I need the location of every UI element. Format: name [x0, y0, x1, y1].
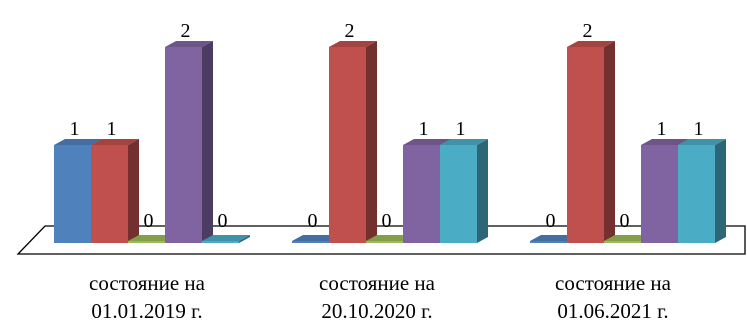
bar-front	[567, 47, 604, 243]
bar-front	[329, 47, 366, 243]
bar	[440, 139, 488, 243]
bar-top	[128, 235, 176, 241]
data-label: 1	[456, 118, 466, 140]
data-label: 1	[70, 118, 80, 140]
bar	[165, 41, 213, 243]
category-label: состояние на	[555, 271, 672, 295]
bar-top	[678, 139, 726, 145]
data-label: 0	[546, 210, 556, 232]
category-labels: состояние на 01.01.2019 г. состояние на 20.…	[89, 271, 672, 323]
data-label: 2	[345, 20, 355, 42]
bar-front	[530, 241, 567, 243]
bar-side	[366, 41, 377, 243]
category-label: 20.10.2020 г.	[321, 299, 432, 323]
bar	[202, 235, 250, 243]
bar-front	[128, 241, 165, 243]
bar-top	[366, 235, 414, 241]
bar-top	[530, 235, 578, 241]
bar-side	[604, 41, 615, 243]
bar-front	[604, 241, 641, 243]
bar-side	[202, 41, 213, 243]
bar-side	[715, 139, 726, 243]
category-label: 01.06.2021 г.	[557, 299, 668, 323]
bar-front	[292, 241, 329, 243]
labels-layer: 1 1 0 2 0 0 2 0 1 1 0 2 0 1 1	[70, 20, 704, 232]
data-label: 0	[308, 210, 318, 232]
bar-front	[165, 47, 202, 243]
bar-top	[54, 139, 102, 145]
bar-top	[292, 235, 340, 241]
data-label: 1	[694, 118, 704, 140]
bar-front	[641, 145, 678, 243]
data-label: 0	[382, 210, 392, 232]
bar-top	[202, 235, 250, 241]
bar-front	[202, 241, 239, 243]
bar	[678, 139, 726, 243]
data-label: 0	[144, 210, 154, 232]
bar-top	[604, 235, 652, 241]
category-label: 01.01.2019 г.	[91, 299, 202, 323]
data-label: 1	[657, 118, 667, 140]
bar-top	[329, 41, 377, 47]
data-label: 2	[181, 20, 191, 42]
data-label: 0	[218, 210, 228, 232]
bar-top	[91, 139, 139, 145]
category-label: состояние на	[89, 271, 206, 295]
bar	[329, 41, 377, 243]
bars-layer	[54, 41, 726, 243]
data-label: 1	[107, 118, 117, 140]
bar-top	[567, 41, 615, 47]
bar-top	[165, 41, 213, 47]
bar-top	[440, 139, 488, 145]
bar	[91, 139, 139, 243]
bar-front	[678, 145, 715, 243]
bar-top	[641, 139, 689, 145]
bar-side	[128, 139, 139, 243]
bar-front	[366, 241, 403, 243]
bar-front	[403, 145, 440, 243]
category-label: состояние на	[319, 271, 436, 295]
bar-front	[440, 145, 477, 243]
data-label: 0	[620, 210, 630, 232]
bar	[567, 41, 615, 243]
bar-front	[91, 145, 128, 243]
bar-front	[54, 145, 91, 243]
bar-side	[477, 139, 488, 243]
bar-side	[239, 235, 250, 243]
data-label: 2	[583, 20, 593, 42]
bar-top	[403, 139, 451, 145]
data-label: 1	[419, 118, 429, 140]
